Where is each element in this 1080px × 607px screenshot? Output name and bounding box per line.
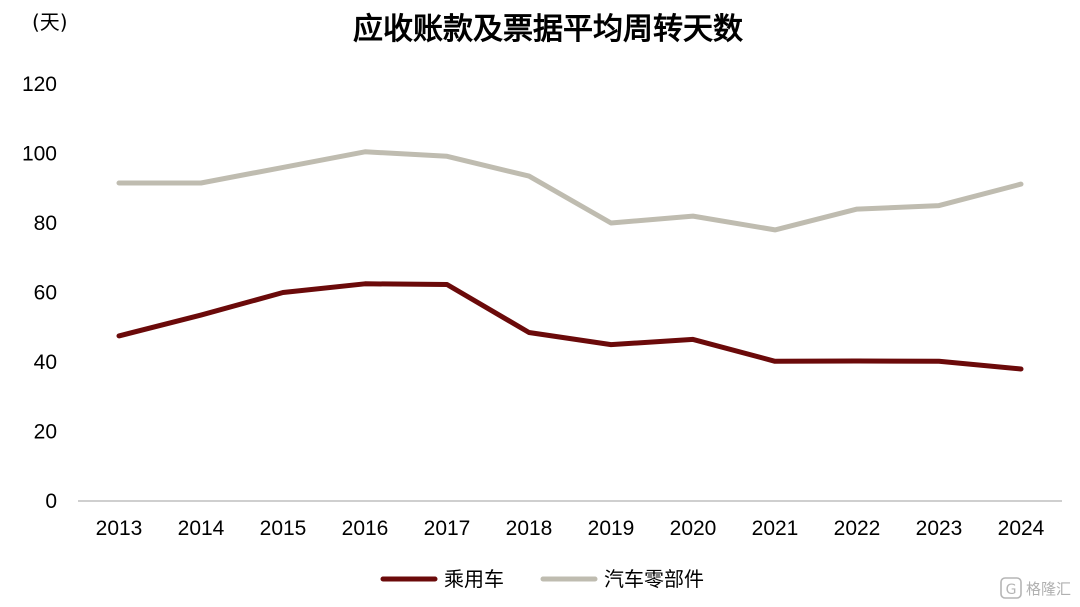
y-tick-label: 0 xyxy=(45,490,57,513)
watermark: G 格隆汇 xyxy=(1000,577,1071,599)
series-line xyxy=(116,281,1024,372)
legend-label: 汽车零部件 xyxy=(604,567,704,591)
x-tick-label: 2023 xyxy=(916,517,963,540)
x-tick-label: 2021 xyxy=(752,517,799,540)
x-tick-label: 2020 xyxy=(670,517,717,540)
x-tick-label: 2017 xyxy=(424,517,471,540)
x-tick-label: 2016 xyxy=(342,517,389,540)
x-axis: 2013 2014 2015 2016 2017 2018 2019 2020 2021 2022… xyxy=(96,517,1045,540)
y-axis-unit: (天) xyxy=(32,10,68,34)
series-lines xyxy=(116,149,1024,372)
y-axis: 0 20 40 60 80 100 120 xyxy=(22,73,57,513)
x-tick-label: 2022 xyxy=(834,517,881,540)
y-tick-label: 80 xyxy=(34,212,57,235)
x-tick-label: 2024 xyxy=(998,517,1045,540)
x-tick-label: 2015 xyxy=(260,517,307,540)
x-tick-label: 2018 xyxy=(506,517,553,540)
y-tick-label: 60 xyxy=(34,282,57,305)
y-tick-label: 100 xyxy=(22,143,57,166)
watermark-text: 格隆汇 xyxy=(1026,580,1071,598)
legend-label: 乘用车 xyxy=(444,567,504,591)
svg-text:G: G xyxy=(1006,582,1017,598)
x-tick-label: 2014 xyxy=(178,517,225,540)
chart-title: 应收账款及票据平均周转天数 xyxy=(353,12,744,47)
x-tick-label: 2013 xyxy=(96,517,143,540)
y-tick-label: 40 xyxy=(34,351,57,374)
y-tick-label: 20 xyxy=(34,421,57,444)
series-line xyxy=(116,149,1024,233)
y-tick-label: 120 xyxy=(22,73,57,96)
legend: 乘用车 汽车零部件 xyxy=(380,567,704,591)
g-logo-icon: G xyxy=(1000,577,1022,599)
x-tick-label: 2019 xyxy=(588,517,635,540)
